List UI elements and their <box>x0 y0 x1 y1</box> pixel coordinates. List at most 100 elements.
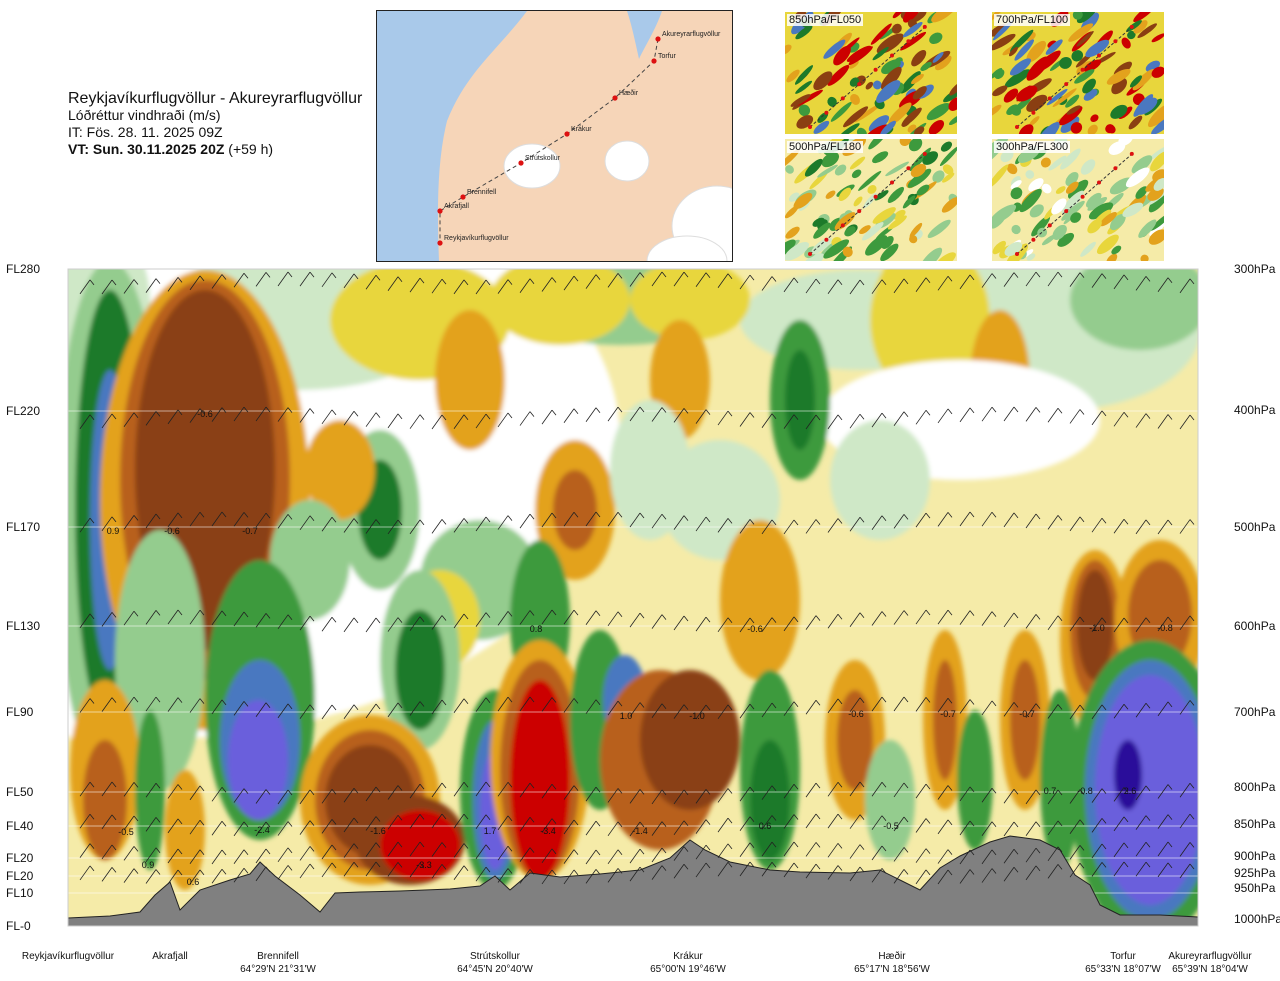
wind-barb <box>673 846 689 861</box>
wind-barb <box>717 862 733 877</box>
wind-barb <box>1135 617 1151 632</box>
wind-barb <box>277 407 293 422</box>
wind-barb <box>783 616 799 632</box>
wind-barb <box>167 697 183 712</box>
field-cell-36 <box>115 530 205 790</box>
field-cell-71 <box>1040 690 1080 870</box>
wind-barb <box>233 512 249 527</box>
wind-barb <box>1003 272 1019 287</box>
wind-barb <box>871 815 887 830</box>
wind-barb <box>453 518 469 533</box>
wind-barb <box>1047 515 1063 530</box>
site-label: Strútskollur 64°45'N 20°40'W <box>457 950 533 976</box>
wind-barb <box>299 846 315 861</box>
thumb-route-point <box>1031 110 1036 115</box>
pressure-level-label: 500hPa <box>1234 520 1276 534</box>
wind-barb <box>1003 821 1019 837</box>
map-site-label-2: Hæðir <box>619 89 639 97</box>
thumb-route-line <box>809 153 926 255</box>
thumb-route-line <box>1016 153 1133 255</box>
contour-label-4: 0.8 <box>530 624 543 634</box>
wind-barb <box>673 515 689 530</box>
wind-barb <box>827 813 843 829</box>
thumb-route-point <box>906 166 911 171</box>
thumb-field-cell <box>1133 20 1148 34</box>
thumb-field-cell <box>830 101 852 122</box>
thumb-field-cell <box>1004 69 1031 88</box>
wind-barb <box>255 821 271 837</box>
flight-level-label: FL130 <box>6 619 41 633</box>
thumb-field-cell <box>1083 59 1102 72</box>
thumbnail-300[interactable]: 300hPa/FL300 <box>992 139 1164 261</box>
wind-barb <box>519 869 535 884</box>
thumb-field-cell <box>1026 94 1048 112</box>
wind-barb <box>497 412 513 428</box>
thumb-field-cell <box>949 81 957 96</box>
wind-barb <box>541 848 557 864</box>
wind-barb <box>321 704 337 720</box>
thumb-field-cell <box>1148 188 1164 213</box>
flight-level-label: FL20 <box>6 869 34 883</box>
site-coordinates: 65°17'N 18°56'W <box>854 964 930 975</box>
wind-barb <box>431 278 447 294</box>
field-cell-10 <box>630 269 750 340</box>
wind-barb <box>827 865 843 880</box>
wind-barb <box>717 843 733 859</box>
wind-barb <box>321 844 337 860</box>
wind-barb <box>343 273 359 289</box>
thumb-field-cell <box>1148 145 1164 161</box>
contour-label-10: -0.6 <box>848 709 864 719</box>
thumb-field-cell <box>880 243 899 261</box>
wind-barb <box>783 277 799 293</box>
wind-barb <box>321 789 337 804</box>
wind-barb <box>211 610 227 626</box>
wind-barb <box>189 511 205 527</box>
thumb-field-cell <box>931 12 957 23</box>
wind-barb <box>1025 703 1041 718</box>
thumbnail-500[interactable]: 500hPa/FL180 <box>785 139 957 261</box>
thumb-field-cell <box>916 184 930 196</box>
wind-barb <box>1003 867 1019 882</box>
wind-barb <box>937 819 953 835</box>
wind-barb <box>1113 816 1129 832</box>
thumbnail-700[interactable]: 700hPa/FL100 <box>992 12 1164 134</box>
map-route-point-6 <box>437 208 443 214</box>
thumb-field-cell <box>1106 68 1131 85</box>
wind-barb <box>255 848 271 864</box>
wind-barb <box>541 697 557 712</box>
wind-barb <box>849 866 865 882</box>
wind-barb <box>277 703 293 719</box>
wind-barb <box>981 700 997 716</box>
wind-barb <box>343 861 359 877</box>
wind-barb <box>1091 788 1107 803</box>
thumb-route-point <box>873 194 878 199</box>
field-cell-9 <box>490 269 630 345</box>
wind-barb <box>541 609 557 625</box>
thumb-route-point <box>1097 180 1101 185</box>
thumb-field-cell <box>809 171 828 190</box>
thumb-field-cell <box>843 106 869 128</box>
thumb-field-cell <box>1028 178 1044 192</box>
wind-barb <box>1025 407 1041 422</box>
thumb-field-cell <box>812 217 825 227</box>
wind-barb <box>607 788 623 803</box>
wind-barb <box>651 703 667 719</box>
wind-barb <box>299 515 315 531</box>
wind-barb <box>915 848 931 863</box>
contour-label-12: -0.7 <box>1019 709 1035 719</box>
wind-barb <box>827 843 843 858</box>
wind-barb <box>1025 513 1041 529</box>
wind-barb <box>79 279 95 295</box>
wind-barb <box>167 609 183 625</box>
thumb-field-cell <box>1110 104 1128 119</box>
thumb-field-cell <box>846 45 872 62</box>
wind-barb <box>849 781 865 797</box>
thumb-field-cell <box>899 139 912 147</box>
thumbnail-850[interactable]: 850hPa/FL050 <box>785 12 957 134</box>
wind-barb <box>871 515 887 530</box>
thumb-field-cell <box>1006 163 1018 175</box>
wind-barb <box>629 272 645 287</box>
wind-barb <box>629 848 645 864</box>
wind-barb <box>849 413 865 429</box>
map-route-point-1 <box>651 58 657 64</box>
